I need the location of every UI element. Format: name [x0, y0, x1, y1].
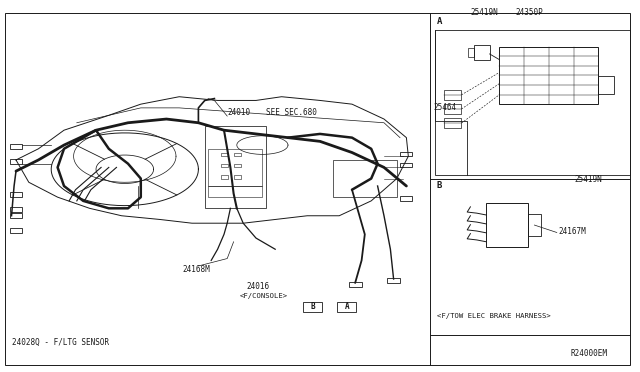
Text: 24167M: 24167M — [558, 227, 586, 236]
Bar — [234, 164, 241, 167]
Bar — [10, 207, 22, 212]
Bar — [10, 213, 22, 218]
Bar — [387, 278, 400, 283]
Bar — [444, 104, 461, 114]
Bar — [333, 160, 397, 197]
Bar — [337, 302, 356, 312]
Text: 24168M: 24168M — [182, 265, 210, 274]
Bar — [234, 153, 241, 156]
Bar — [10, 228, 22, 233]
Bar — [10, 159, 22, 164]
Text: B: B — [310, 302, 315, 311]
Bar — [400, 152, 412, 156]
Text: 24028Q - F/LTG SENSOR: 24028Q - F/LTG SENSOR — [12, 338, 109, 347]
Text: B: B — [436, 181, 442, 190]
Bar — [474, 45, 490, 60]
Bar — [208, 149, 262, 186]
Text: SEE SEC.680: SEE SEC.680 — [266, 108, 316, 116]
Bar — [444, 90, 461, 100]
Bar — [303, 302, 322, 312]
Text: R24000EM: R24000EM — [570, 349, 607, 358]
Bar — [400, 163, 412, 167]
Bar — [499, 46, 598, 104]
Text: <F/CONSOLE>: <F/CONSOLE> — [240, 293, 288, 299]
Bar — [435, 30, 630, 175]
Bar — [221, 164, 228, 167]
Bar — [486, 203, 528, 247]
Text: A: A — [344, 302, 349, 311]
Bar — [10, 144, 22, 149]
Bar — [10, 192, 22, 197]
Bar — [221, 153, 228, 156]
Text: 25419N: 25419N — [574, 175, 602, 184]
Text: <F/TOW ELEC BRAKE HARNESS>: <F/TOW ELEC BRAKE HARNESS> — [437, 313, 551, 319]
Bar — [205, 126, 266, 208]
Bar — [528, 214, 541, 236]
Text: 24010: 24010 — [227, 108, 250, 116]
Bar — [444, 118, 461, 128]
Text: 25464: 25464 — [434, 103, 457, 112]
Bar — [598, 76, 614, 94]
Bar — [208, 186, 262, 197]
Bar — [349, 282, 362, 287]
Text: A: A — [436, 17, 442, 26]
Text: 25419N: 25419N — [470, 8, 498, 17]
Bar — [468, 48, 474, 57]
Text: 24016: 24016 — [246, 282, 269, 291]
Bar — [400, 196, 412, 201]
Bar — [221, 175, 228, 179]
Text: 24350P: 24350P — [515, 8, 543, 17]
Bar — [234, 175, 241, 179]
